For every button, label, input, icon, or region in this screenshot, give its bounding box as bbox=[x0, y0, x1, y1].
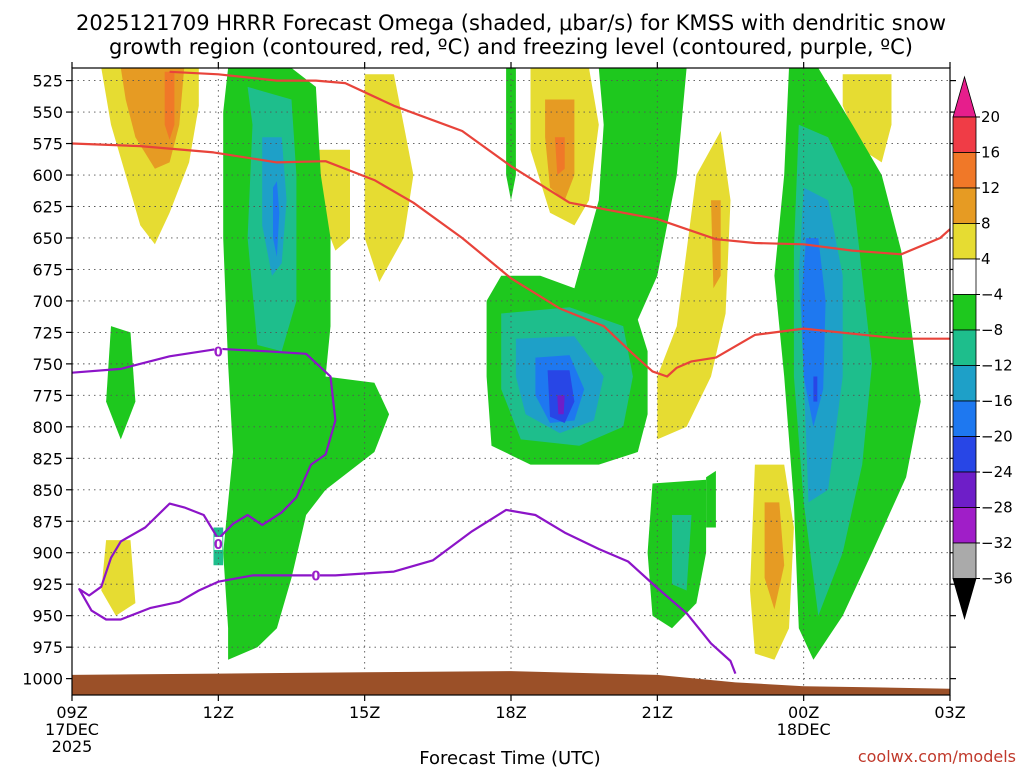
colorbar-label: −4 bbox=[981, 286, 1003, 304]
omega-shading bbox=[101, 68, 921, 660]
colorbar-label: −28 bbox=[981, 499, 1013, 517]
colorbar-label: 8 bbox=[981, 215, 991, 233]
colorbar-label: −12 bbox=[981, 357, 1013, 375]
contour-label: 0 bbox=[311, 569, 320, 584]
omega-region bbox=[813, 376, 818, 402]
colorbar-label: −32 bbox=[981, 534, 1013, 552]
y-tick-label: 750 bbox=[32, 355, 63, 374]
colorbar-segment bbox=[952, 152, 977, 189]
colorbar-label: −20 bbox=[981, 428, 1013, 446]
omega-region bbox=[164, 71, 175, 140]
terrain-ground bbox=[72, 671, 950, 695]
y-tick-label: 650 bbox=[32, 229, 63, 248]
colorbar-segment bbox=[952, 400, 977, 437]
credit-text: coolwx.com/models bbox=[858, 747, 1016, 766]
omega-region bbox=[101, 540, 136, 616]
omega-region bbox=[106, 326, 136, 440]
y-tick-label: 875 bbox=[32, 512, 63, 531]
y-tick-label: 600 bbox=[32, 166, 63, 185]
colorbar-bottom-arrow bbox=[952, 578, 977, 620]
omega-region bbox=[315, 149, 350, 251]
contour-label-bg bbox=[214, 344, 223, 358]
y-tick-label: 700 bbox=[32, 292, 63, 311]
colorbar-segment bbox=[952, 365, 977, 402]
dgz-contour-line bbox=[72, 142, 950, 378]
colorbar-label: −36 bbox=[981, 570, 1013, 588]
colorbar-label: 4 bbox=[981, 250, 991, 268]
colorbar-label: 12 bbox=[981, 179, 1000, 197]
colorbar-label: 16 bbox=[981, 144, 1000, 162]
colorbar-label: −8 bbox=[981, 321, 1003, 339]
colorbar-label: −24 bbox=[981, 463, 1013, 481]
colorbar-segment bbox=[952, 329, 977, 366]
omega-region bbox=[764, 502, 785, 610]
y-tick-label: 625 bbox=[32, 197, 63, 216]
y-tick-label: 775 bbox=[32, 386, 63, 405]
colorbar-segment bbox=[952, 223, 977, 260]
colorbar-segment bbox=[952, 471, 977, 508]
colorbar-segment bbox=[952, 542, 977, 579]
colorbar-segment bbox=[952, 258, 977, 295]
omega-region bbox=[711, 200, 721, 289]
colorbar-segment bbox=[952, 436, 977, 473]
x-tick-label: 21Z bbox=[642, 703, 673, 722]
colorbar-label: −16 bbox=[981, 392, 1013, 410]
omega-region bbox=[557, 395, 565, 415]
contour-label: 0 bbox=[214, 345, 223, 360]
y-tick-label: 850 bbox=[32, 481, 63, 500]
omega-region bbox=[801, 238, 826, 427]
y-tick-label: 550 bbox=[32, 103, 63, 122]
x-tick-label: 15Z bbox=[349, 703, 380, 722]
x-tick-label: 00Z bbox=[788, 703, 819, 722]
contour-label-bg bbox=[311, 568, 320, 582]
omega-region bbox=[364, 74, 414, 282]
omega-region bbox=[273, 181, 280, 257]
colorbar-label: 20 bbox=[981, 108, 1000, 126]
contour-lines: 0 0 0 bbox=[72, 70, 950, 674]
x-tick-label: 09Z bbox=[56, 703, 87, 722]
colorbar-segment bbox=[952, 187, 977, 224]
chart-title-line-1: 2025121709 HRRR Forecast Omega (shaded, … bbox=[76, 11, 946, 35]
colorbar: 20 16 12 8 4 −4 −8 −12 −16 −20 −24 −28 −32 −36 bbox=[952, 75, 1013, 620]
x-tick-label: 2025 bbox=[52, 737, 93, 756]
y-tick-label: 900 bbox=[32, 544, 63, 563]
y-tick-label: 825 bbox=[32, 449, 63, 468]
omega-region bbox=[842, 74, 892, 163]
y-tick-label: 950 bbox=[32, 607, 63, 626]
contour-label-bg bbox=[214, 536, 223, 550]
omega-region bbox=[706, 470, 716, 528]
y-tick-label: 675 bbox=[32, 260, 63, 279]
dgz-contour-line bbox=[169, 70, 950, 256]
x-tick-label: 18Z bbox=[495, 703, 526, 722]
colorbar-segment bbox=[952, 507, 977, 544]
contour-label: 0 bbox=[214, 538, 223, 553]
colorbar-segment bbox=[952, 116, 977, 153]
x-tick-label: 03Z bbox=[934, 703, 965, 722]
y-tick-label: 575 bbox=[32, 135, 63, 154]
y-tick-label: 1000 bbox=[22, 670, 63, 689]
x-tick-label: 17DEC bbox=[45, 720, 99, 739]
y-tick-label: 925 bbox=[32, 575, 63, 594]
y-tick-label: 525 bbox=[32, 72, 63, 91]
x-axis-label: Forecast Time (UTC) bbox=[419, 748, 600, 768]
omega-region bbox=[554, 137, 565, 175]
y-tick-label: 800 bbox=[32, 418, 63, 437]
y-tick-label: 975 bbox=[32, 638, 63, 657]
x-tick-label: 18DEC bbox=[777, 720, 831, 739]
colorbar-segment bbox=[952, 294, 977, 331]
chart-title-line-2: growth region (contoured, red, ºC) and f… bbox=[109, 35, 913, 59]
colorbar-top-arrow bbox=[952, 75, 977, 118]
omega-region bbox=[672, 515, 692, 591]
y-tick-label: 725 bbox=[32, 323, 63, 342]
terrain bbox=[72, 671, 950, 695]
freezing-level-line bbox=[72, 347, 737, 674]
x-tick-label: 12Z bbox=[203, 703, 234, 722]
